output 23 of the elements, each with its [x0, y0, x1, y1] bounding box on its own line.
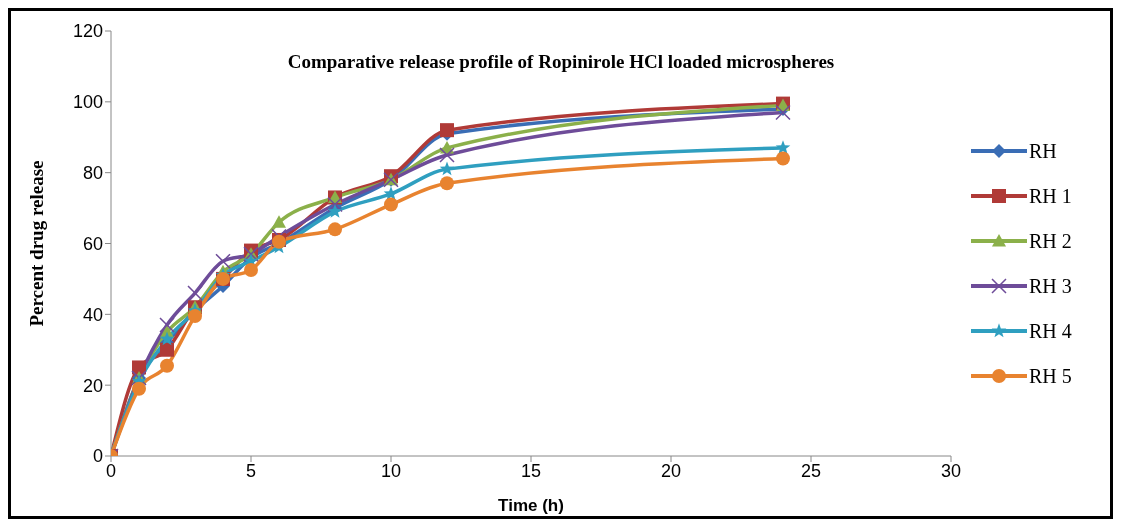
x-tick-label: 10 [380, 460, 402, 481]
y-tick-label: 40 [82, 304, 103, 325]
y-axis-title: Percent drug release [25, 160, 47, 327]
x-axis-title: Time (h) [498, 496, 564, 515]
legend-label: RH [1029, 139, 1057, 163]
x-tick-label: 0 [105, 460, 117, 481]
text: Comparative release profile of Ropinirole HCl loaded microspheres [286, 51, 836, 73]
legend-label: RH 5 [1029, 364, 1072, 388]
y-tick-label: 80 [82, 163, 103, 184]
x-tick-label: 20 [660, 460, 682, 481]
x-tick-label: 30 [940, 460, 962, 481]
legend-label: RH 1 [1029, 184, 1072, 208]
y-tick-label: 0 [92, 446, 103, 467]
y-tick-label: 120 [72, 21, 103, 42]
legend-label: RH 3 [1029, 274, 1072, 298]
x-tick-label: 5 [245, 460, 257, 481]
y-tick-label: 100 [72, 92, 103, 113]
y-tick-label: 20 [82, 375, 103, 396]
legend-label: RH 2 [1029, 229, 1072, 253]
y-tick-label: 60 [82, 233, 103, 254]
legend-label: RH 4 [1029, 319, 1072, 343]
x-tick-label: 15 [520, 460, 542, 481]
x-tick-label: 25 [800, 460, 822, 481]
